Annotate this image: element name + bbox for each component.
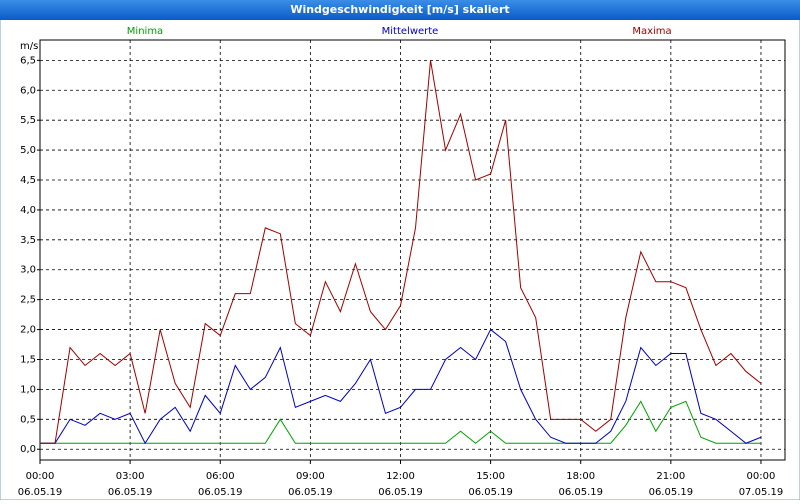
x-tick-label: 07.05.19 xyxy=(739,487,784,498)
y-tick-label: 1,0 xyxy=(20,384,36,395)
x-tick-label: 06.05.19 xyxy=(558,487,603,498)
series-line xyxy=(40,328,762,445)
y-tick-label: 1,5 xyxy=(20,354,36,365)
y-tick-label: 4,0 xyxy=(20,205,36,216)
series-line xyxy=(40,400,761,444)
x-tick-label: 09:00 xyxy=(296,471,325,482)
x-tick-label: 21:00 xyxy=(656,471,685,482)
y-tick-label: 4,5 xyxy=(20,175,36,186)
y-tick-label: 2,0 xyxy=(20,325,36,336)
y-tick-label: 5,0 xyxy=(20,145,36,156)
x-tick-label: 12:00 xyxy=(386,471,415,482)
x-tick-label: 06:00 xyxy=(206,471,235,482)
legend-label: Maxima xyxy=(632,26,671,37)
x-tick-label: 06.05.19 xyxy=(198,487,243,498)
y-tick-label: 3,0 xyxy=(20,265,36,276)
legend-label: Minima xyxy=(127,26,163,37)
series-line xyxy=(40,60,762,444)
x-tick-label: 06.05.19 xyxy=(288,487,333,498)
y-tick-label: 2,5 xyxy=(20,295,36,306)
x-tick-label: 00:00 xyxy=(747,471,776,482)
y-tick-label: 5,5 xyxy=(20,115,36,126)
legend-label: Mittelwerte xyxy=(382,26,439,37)
x-tick-label: 03:00 xyxy=(116,471,145,482)
x-tick-label: 06.05.19 xyxy=(649,487,694,498)
y-tick-label: 3,5 xyxy=(20,235,36,246)
x-tick-label: 18:00 xyxy=(566,471,595,482)
y-tick-label: 0,0 xyxy=(20,444,36,455)
x-tick-label: 00:00 xyxy=(26,471,55,482)
title-bar xyxy=(0,0,800,20)
plot-area xyxy=(39,39,786,461)
x-tick-label: 06.05.19 xyxy=(108,487,153,498)
x-tick-label: 06.05.19 xyxy=(378,487,423,498)
y-tick-label: 6,0 xyxy=(20,85,36,96)
y-tick-label: 6,5 xyxy=(20,55,36,66)
x-tick-label: 06.05.19 xyxy=(468,487,513,498)
x-tick-label: 15:00 xyxy=(476,471,505,482)
chart-title: Windgeschwindigkeit [m/s] skaliert xyxy=(290,3,509,16)
x-tick-label: 06.05.19 xyxy=(18,487,63,498)
y-tick-label: 0,5 xyxy=(20,414,36,425)
y-axis-label: m/s xyxy=(20,41,38,52)
